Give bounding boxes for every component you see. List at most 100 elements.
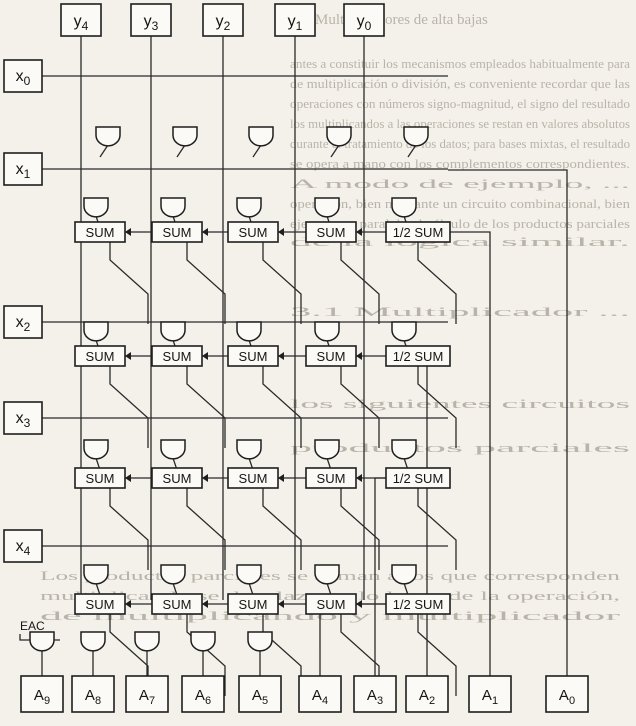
- output-and-gate: [247, 631, 273, 652]
- adder-label: SUM: [317, 349, 346, 364]
- x-input-box: [3, 305, 43, 339]
- and-gate: [391, 564, 417, 585]
- x-input-box: [3, 152, 43, 186]
- output-bit-box: [125, 675, 169, 713]
- carry-arrow: [125, 228, 131, 236]
- sum-output-wire: [262, 488, 302, 570]
- output-bit-box: [298, 675, 342, 713]
- carry-arrow: [202, 474, 208, 482]
- adder-label: SUM: [86, 471, 115, 486]
- carry-arrow: [278, 352, 284, 360]
- adder-label: SUM: [317, 597, 346, 612]
- gate-output-wire: [252, 144, 262, 158]
- background-line: los siguientes circuitos: [290, 396, 630, 411]
- and-gate: [83, 197, 109, 218]
- and-gate: [236, 197, 262, 218]
- and-gate: [314, 321, 340, 342]
- background-line: se opera a mano con los complementos cor…: [290, 156, 630, 171]
- and-gate: [236, 321, 262, 342]
- sum-output-wire: [262, 242, 302, 324]
- output-wire-a0: [448, 169, 568, 650]
- adder-label: SUM: [163, 225, 192, 240]
- output-bit-label: A3: [367, 687, 383, 707]
- and-gate: [160, 564, 186, 585]
- sum-output-wire: [417, 242, 457, 324]
- half-adder-label: 1/2 SUM: [393, 471, 444, 486]
- and-gate: [391, 321, 417, 342]
- y-input-box: [202, 3, 244, 37]
- carry-arrow: [278, 474, 284, 482]
- sum-output-wire: [109, 242, 149, 324]
- eac-label: EAC: [20, 619, 45, 633]
- output-bits: A9 A8 A7 A6 A5 A4 A3 A2 A1 A0: [20, 675, 589, 713]
- background-line: 3.1 Multiplicador ...: [290, 304, 630, 319]
- output-bit-box: [238, 675, 282, 713]
- sum-output-wire: [340, 242, 380, 324]
- and-gate: [403, 126, 429, 147]
- sum-output-wire: [417, 614, 457, 696]
- output-bit-label: A0: [559, 687, 575, 707]
- adder-label: SUM: [163, 349, 192, 364]
- background-line: ejecutar en paralelo el cálculo de los p…: [290, 216, 630, 231]
- gate-output-wire: [95, 582, 101, 596]
- and-gate: [314, 439, 340, 460]
- gate-output-wire: [407, 144, 417, 158]
- adder-label: SUM: [239, 597, 268, 612]
- gate-output-wire: [99, 144, 109, 158]
- carry-arrow: [202, 600, 208, 608]
- gate-output-wire: [172, 582, 178, 596]
- output-bit-label: A6: [195, 687, 211, 707]
- sum-output-wire: [417, 366, 457, 448]
- half-adder-block: [385, 221, 451, 243]
- output-bit-label: A7: [139, 687, 155, 707]
- sum-output-wire: [186, 488, 226, 570]
- and-gate: [83, 439, 109, 460]
- sum-output-wire: [340, 488, 380, 570]
- background-line: A modo de ejemplo, ...: [290, 176, 630, 191]
- adder-label: SUM: [86, 349, 115, 364]
- adder-blocks: SUM SUM SUM SUM 1/2 SUM SUM SUM SUM SUM 1/2 SUM SU…: [74, 221, 451, 615]
- output-bit-label: A5: [252, 687, 268, 707]
- output-wire-a3: [374, 477, 450, 650]
- output-bit-box: [353, 675, 397, 713]
- x-input-label: x0: [16, 68, 31, 88]
- sum-output-wire: [186, 242, 226, 324]
- background-line: de la lógica similar.: [290, 234, 630, 249]
- background-heading: 2. Multiplicadores de alta bajas: [300, 12, 488, 28]
- output-bit-box: [405, 675, 449, 713]
- half-adder-label: 1/2 SUM: [393, 349, 444, 364]
- output-bit-box: [545, 675, 589, 713]
- background-line: los multiplicandos a las operaciones se …: [290, 116, 630, 131]
- sum-output-wire: [340, 366, 380, 448]
- gate-output-wire: [248, 582, 254, 596]
- adder-label: SUM: [163, 471, 192, 486]
- output-bit-box: [71, 675, 115, 713]
- carry-arrow: [356, 474, 362, 482]
- carry-arrow: [356, 352, 362, 360]
- x-input-box: [3, 401, 43, 435]
- carry-arrow: [356, 600, 362, 608]
- y-input-label: y1: [288, 13, 303, 33]
- y-input-label: y2: [216, 13, 231, 33]
- sum-output-wire: [109, 366, 149, 448]
- sum-output-wire: [109, 488, 149, 570]
- x-input-label: x3: [16, 410, 31, 430]
- and-gate: [95, 126, 121, 147]
- gate-output-wire: [330, 144, 340, 158]
- y-input-label: y3: [144, 13, 159, 33]
- gate-output-wire: [176, 144, 186, 158]
- half-adder-block: [385, 467, 451, 489]
- carry-arrow: [125, 474, 131, 482]
- and-gate: [248, 126, 274, 147]
- half-adder-block: [385, 345, 451, 367]
- background-page-text: 2. Multiplicadores de alta bajas antes a …: [40, 12, 631, 623]
- half-adder-block: [385, 593, 451, 615]
- output-bit-box: [181, 675, 225, 713]
- and-gate: [391, 197, 417, 218]
- background-line: operación, bien mediante un circuito com…: [290, 196, 631, 211]
- y-input-box: [343, 3, 385, 37]
- carry-arrow: [202, 352, 208, 360]
- sum-output-wire: [417, 488, 457, 570]
- and-gate: [314, 197, 340, 218]
